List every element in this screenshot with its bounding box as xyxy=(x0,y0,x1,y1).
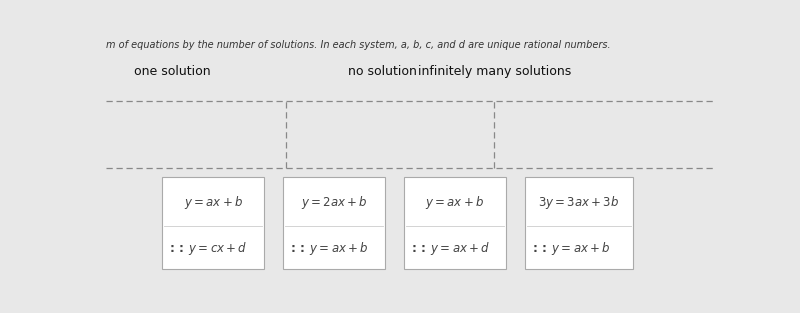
Text: $\mathbf{::}\; y = ax + b$: $\mathbf{::}\; y = ax + b$ xyxy=(288,240,369,257)
FancyBboxPatch shape xyxy=(525,177,634,269)
Text: $y = 2ax + b$: $y = 2ax + b$ xyxy=(301,194,367,212)
Text: $3y = 3ax + 3b$: $3y = 3ax + 3b$ xyxy=(538,194,619,212)
FancyBboxPatch shape xyxy=(283,177,386,269)
Text: $\mathbf{::}\; y = ax + d$: $\mathbf{::}\; y = ax + d$ xyxy=(409,240,490,257)
Text: $y = ax + b$: $y = ax + b$ xyxy=(183,194,242,212)
Text: no solution: no solution xyxy=(348,65,417,78)
FancyBboxPatch shape xyxy=(162,177,264,269)
FancyBboxPatch shape xyxy=(404,177,506,269)
Text: $\mathbf{::}\; y = cx + d$: $\mathbf{::}\; y = cx + d$ xyxy=(167,240,247,257)
Text: m of equations by the number of solutions. In each system, a, b, c, and d are un: m of equations by the number of solution… xyxy=(106,40,611,50)
Text: $y = ax + b$: $y = ax + b$ xyxy=(426,194,485,212)
Text: $\mathbf{::}\; y = ax + b$: $\mathbf{::}\; y = ax + b$ xyxy=(530,240,610,257)
Text: infinitely many solutions: infinitely many solutions xyxy=(418,65,571,78)
Text: one solution: one solution xyxy=(134,65,210,78)
